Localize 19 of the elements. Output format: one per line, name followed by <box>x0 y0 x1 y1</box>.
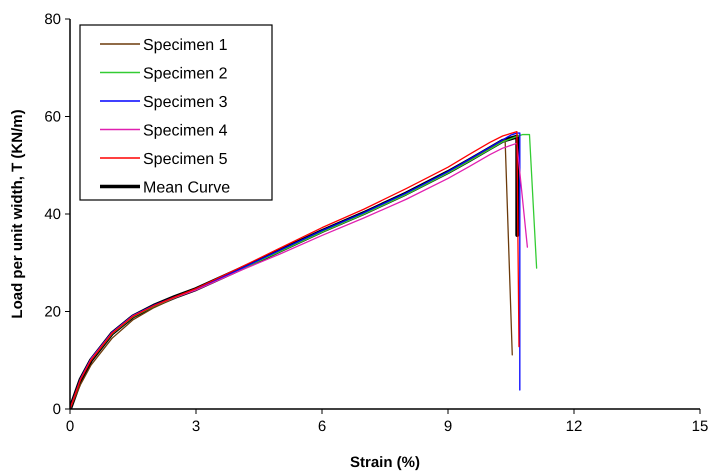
x-tick-label: 0 <box>66 418 74 435</box>
y-tick-label: 0 <box>52 401 61 418</box>
y-tick-label: 60 <box>44 108 61 126</box>
x-tick-label: 3 <box>192 418 200 435</box>
legend-label: Specimen 2 <box>143 66 228 82</box>
legend-label: Specimen 4 <box>143 122 228 140</box>
x-tick-label: 9 <box>444 418 452 435</box>
y-tick-label: 40 <box>44 206 61 223</box>
y-tick-label: 80 <box>44 11 61 28</box>
legend-label: Specimen 3 <box>143 94 228 111</box>
legend-label: Specimen 5 <box>143 151 228 168</box>
legend-label: Mean Curve <box>143 180 230 196</box>
x-tick-label: 12 <box>566 418 582 435</box>
legend-label: Specimen 1 <box>143 37 228 54</box>
y-tick-label: 20 <box>44 304 61 320</box>
x-tick-label: 15 <box>692 418 708 435</box>
x-axis-title: Strain (%) <box>350 454 420 471</box>
x-tick-label: 6 <box>318 418 326 435</box>
y-axis-title: Load per unit width, T (KN/m) <box>9 109 26 319</box>
